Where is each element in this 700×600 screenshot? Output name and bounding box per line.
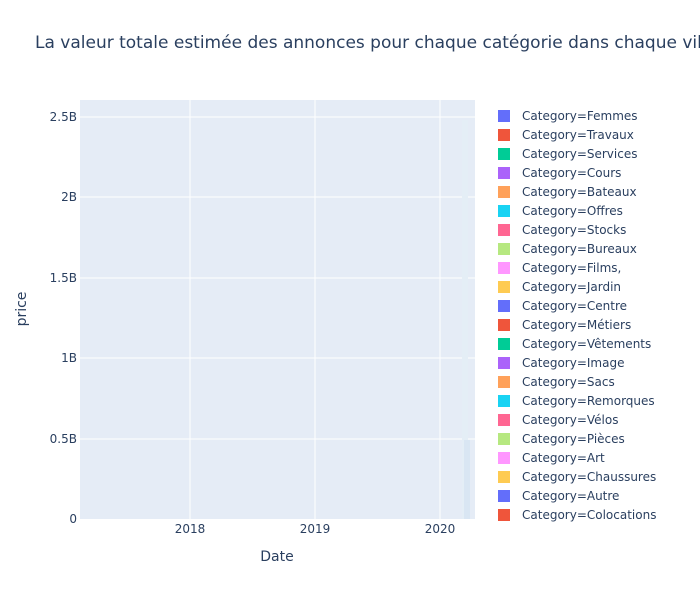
legend-swatch [498,508,510,521]
legend-swatch [498,356,510,369]
legend-item[interactable]: Category=Pièces [496,429,656,448]
legend-label: Category=Remorques [522,393,655,408]
legend-label: Category=Femmes [522,108,638,123]
legend-item[interactable]: Category=Sacs [496,372,656,391]
legend-swatch [498,394,510,407]
legend-label: Category=Métiers [522,317,632,332]
x-axis-title: Date [260,549,293,565]
legend-swatch [498,185,510,198]
legend-label: Category=Vêtements [522,336,652,351]
legend-label: Category=Sacs [522,374,615,389]
legend-item[interactable]: Category=Bateaux [496,182,656,201]
legend-label: Category=Colocations [522,507,657,522]
area-mark-0 [462,120,468,519]
legend-item[interactable]: Category=Colocations [496,505,656,524]
legend-label: Category=Pièces [522,431,625,446]
legend-label: Category=Bateaux [522,184,637,199]
legend-swatch [498,204,510,217]
chart-title: La valeur totale estimée des annonces po… [35,33,700,53]
legend-label: Category=Offres [522,203,623,218]
legend-label: Category=Chaussures [522,469,657,484]
x-tick-label: 2019 [300,522,331,536]
legend-label: Category=Centre [522,298,627,313]
legend-swatch [498,299,510,312]
legend-swatch [498,242,510,255]
y-tick-label: 1B [61,351,77,365]
legend-swatch [498,375,510,388]
x-tick-label: 2018 [175,522,206,536]
legend-label: Category=Image [522,355,625,370]
legend-item[interactable]: Category=Cours [496,163,656,182]
legend-item[interactable]: Category=Vêtements [496,334,656,353]
legend-item[interactable]: Category=Autre [496,486,656,505]
legend-swatch [498,223,510,236]
y-tick-label: 0.5B [50,432,77,446]
legend-label: Category=Vélos [522,412,619,427]
legend-swatch [498,413,510,426]
grid-lines [80,100,475,519]
legend-label: Category=Jardin [522,279,622,294]
legend-swatch [498,337,510,350]
legend-item[interactable]: Category=Offres [496,201,656,220]
y-axis-title: price [14,292,30,327]
legend-label: Category=Autre [522,488,620,503]
y-tick-labels: 0 0.5B 1B 1.5B 2B 2.5B [50,110,77,526]
legend-item[interactable]: Category=Art [496,448,656,467]
legend-item[interactable]: Category=Films, [496,258,656,277]
legend-swatch [498,147,510,160]
plot-area [80,100,475,519]
x-tick-label: 2020 [425,522,456,536]
legend-item[interactable]: Category=Centre [496,296,656,315]
legend-swatch [498,432,510,445]
legend-swatch [498,280,510,293]
legend-label: Category=Travaux [522,127,634,142]
area-mark-1 [464,440,470,519]
legend-label: Category=Art [522,450,605,465]
y-tick-label: 1.5B [50,271,77,285]
legend[interactable]: Category=Femmes Category=Travaux Category=… [496,106,656,524]
legend-item[interactable]: Category=Jardin [496,277,656,296]
x-tick-labels: 2018 2019 2020 [175,522,456,536]
legend-swatch [498,318,510,331]
legend-swatch [498,128,510,141]
legend-swatch [498,451,510,464]
legend-swatch [498,470,510,483]
legend-item[interactable]: Category=Vélos [496,410,656,429]
legend-label: Category=Stocks [522,222,627,237]
legend-item[interactable]: Category=Image [496,353,656,372]
legend-item[interactable]: Category=Travaux [496,125,656,144]
legend-item[interactable]: Category=Services [496,144,656,163]
legend-label: Category=Films, [522,260,622,275]
legend-item[interactable]: Category=Bureaux [496,239,656,258]
y-tick-label: 2.5B [50,110,77,124]
legend-label: Category=Cours [522,165,622,180]
legend-item[interactable]: Category=Métiers [496,315,656,334]
y-tick-label: 0 [69,512,77,526]
legend-swatch [498,109,510,122]
legend-label: Category=Bureaux [522,241,637,256]
legend-swatch [498,261,510,274]
legend-item[interactable]: Category=Stocks [496,220,656,239]
y-tick-label: 2B [61,190,77,204]
legend-item[interactable]: Category=Femmes [496,106,656,125]
legend-swatch [498,489,510,502]
legend-swatch [498,166,510,179]
legend-item[interactable]: Category=Remorques [496,391,656,410]
legend-label: Category=Services [522,146,638,161]
legend-item[interactable]: Category=Chaussures [496,467,656,486]
chart-marks [462,120,470,519]
